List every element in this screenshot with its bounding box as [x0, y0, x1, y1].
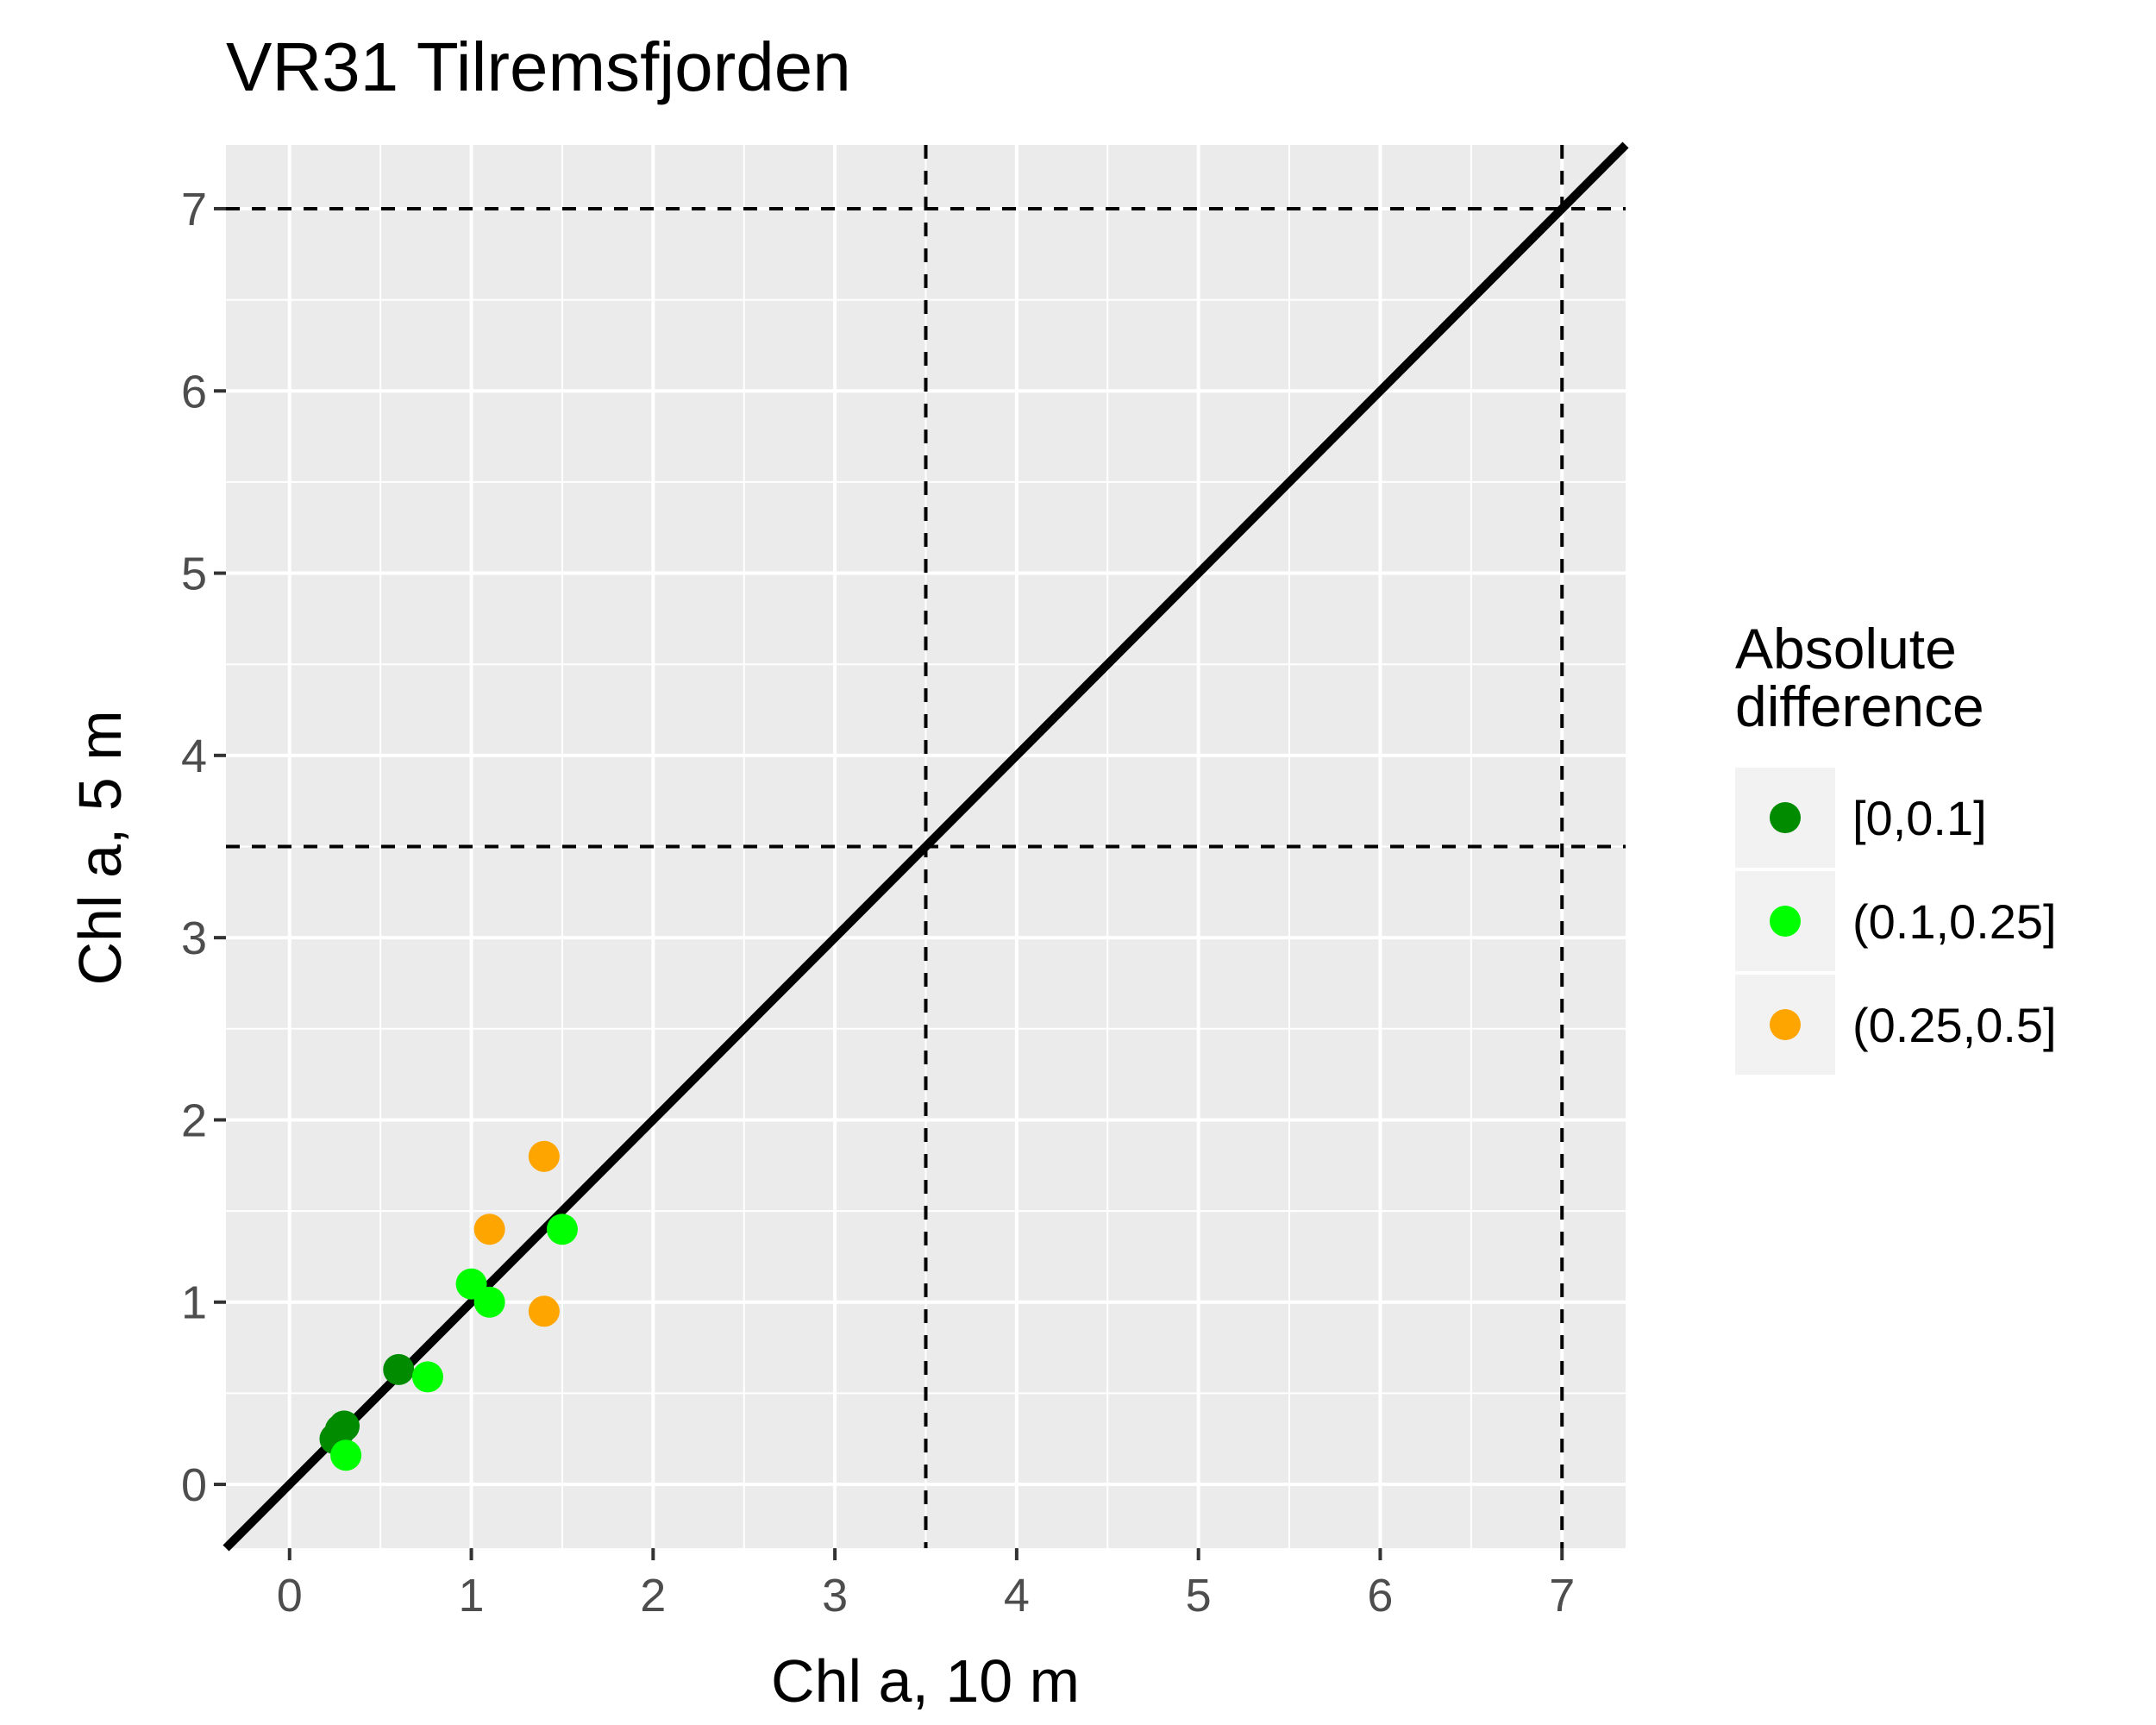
data-point — [383, 1353, 415, 1385]
legend-label: (0.1,0.25] — [1852, 894, 2057, 949]
data-points — [319, 1140, 578, 1471]
y-tick-label: 3 — [181, 913, 207, 964]
identity-line — [222, 141, 1629, 1552]
data-point — [528, 1295, 560, 1327]
x-tick-label: 0 — [277, 1570, 303, 1622]
x-tick-label: 7 — [1549, 1570, 1575, 1622]
legend-marker — [1770, 802, 1801, 833]
legend-title-line: Absolute — [1735, 617, 1957, 681]
data-point — [546, 1214, 578, 1245]
legend-label: [0,0.1] — [1852, 791, 1987, 845]
identity-line-path — [222, 141, 1629, 1552]
y-tick-label: 2 — [181, 1095, 207, 1146]
y-tick-label: 6 — [181, 366, 207, 417]
legend-marker — [1770, 906, 1801, 937]
x-tick-label: 5 — [1186, 1570, 1212, 1622]
data-point — [528, 1140, 560, 1172]
x-tick-label: 6 — [1367, 1570, 1393, 1622]
y-tick-label: 4 — [181, 731, 207, 782]
x-tick-label: 2 — [640, 1570, 666, 1622]
data-point — [411, 1361, 443, 1393]
y-tick-label: 7 — [181, 184, 207, 235]
x-axis-title: Chl a, 10 m — [771, 1647, 1080, 1715]
legend-title-line: difference — [1735, 674, 1984, 738]
y-tick-label: 5 — [181, 549, 207, 600]
y-tick-label: 0 — [181, 1459, 207, 1511]
data-point — [330, 1440, 362, 1471]
data-point — [473, 1286, 505, 1318]
chart-title: VR31 Tilremsfjorden — [226, 28, 851, 105]
y-axis-title: Chl a, 5 m — [66, 711, 134, 986]
data-point — [473, 1214, 505, 1245]
data-point — [329, 1410, 360, 1442]
legend-marker — [1770, 1009, 1801, 1040]
x-tick-label: 3 — [822, 1570, 848, 1622]
legend-label: (0.25,0.5] — [1852, 998, 2057, 1052]
y-tick-label: 1 — [181, 1277, 207, 1329]
x-tick-label: 4 — [1004, 1570, 1030, 1622]
axes: 0 1 2 3 4 5 6 7 0 1 2 3 4 5 6 7 — [181, 184, 1575, 1622]
x-tick-label: 1 — [459, 1570, 485, 1622]
